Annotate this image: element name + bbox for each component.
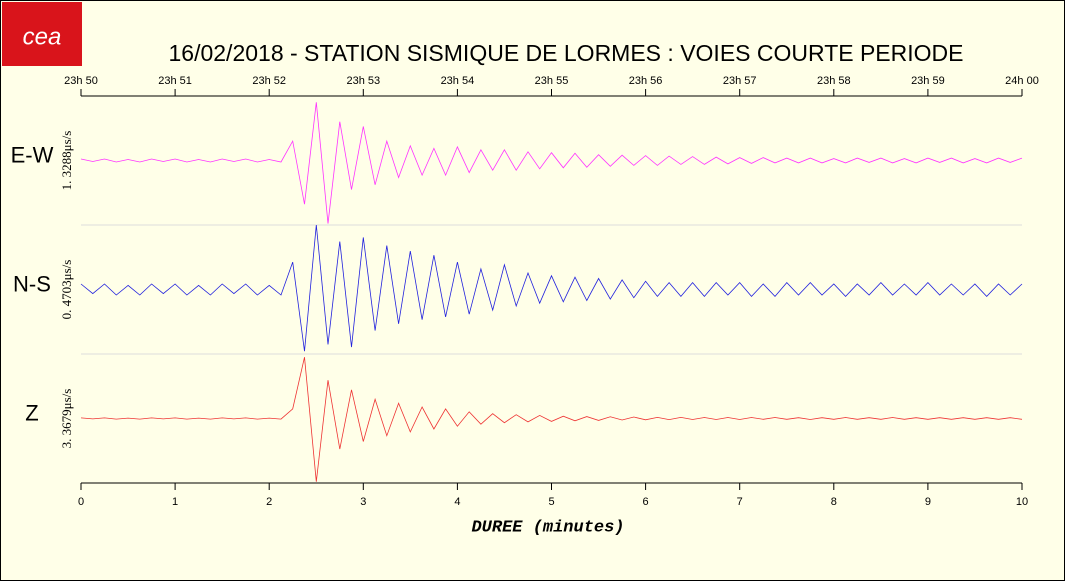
x-tick-label: 8 [831, 496, 837, 508]
channel-label: E-W [11, 142, 54, 167]
scale-label: 3. 3679μs/s [59, 389, 74, 449]
trace [80, 224, 1023, 352]
x2-tick-label: 23h 57 [723, 75, 757, 87]
x2-tick-label: 23h 58 [817, 75, 851, 87]
channel-label: N-S [13, 271, 51, 296]
x2-tick-label: 23h 56 [629, 75, 663, 87]
x-tick-label: 7 [737, 496, 743, 508]
scale-label: 0. 4703μs/s [59, 260, 74, 320]
x2-tick-label: 23h 55 [535, 75, 569, 87]
trace [80, 102, 1023, 224]
x2-tick-label: 23h 53 [346, 75, 380, 87]
x2-tick-label: 23h 54 [441, 75, 475, 87]
trace [80, 357, 1023, 482]
x2-tick-label: 23h 52 [252, 75, 286, 87]
logo: cea [23, 23, 62, 50]
chart-title: 16/02/2018 - STATION SISMIQUE DE LORMES … [169, 40, 964, 66]
x2-tick-label: 23h 59 [911, 75, 945, 87]
x-tick-label: 4 [454, 496, 460, 508]
channel-label: Z [25, 400, 38, 425]
x-tick-label: 3 [360, 496, 366, 508]
x-tick-label: 10 [1016, 496, 1028, 508]
x-tick-label: 0 [78, 496, 84, 508]
x-axis-label: DUREE (minutes) [471, 518, 624, 537]
x2-tick-label: 24h 00 [1005, 75, 1039, 87]
x-tick-label: 6 [643, 496, 649, 508]
scale-label: 1. 3288μs/s [59, 131, 74, 191]
x-tick-label: 2 [266, 496, 272, 508]
x-tick-label: 1 [172, 496, 178, 508]
x2-tick-label: 23h 50 [64, 75, 98, 87]
x-tick-label: 9 [925, 496, 931, 508]
x-tick-label: 5 [548, 496, 554, 508]
x2-tick-label: 23h 51 [158, 75, 192, 87]
logo-box [2, 2, 82, 66]
